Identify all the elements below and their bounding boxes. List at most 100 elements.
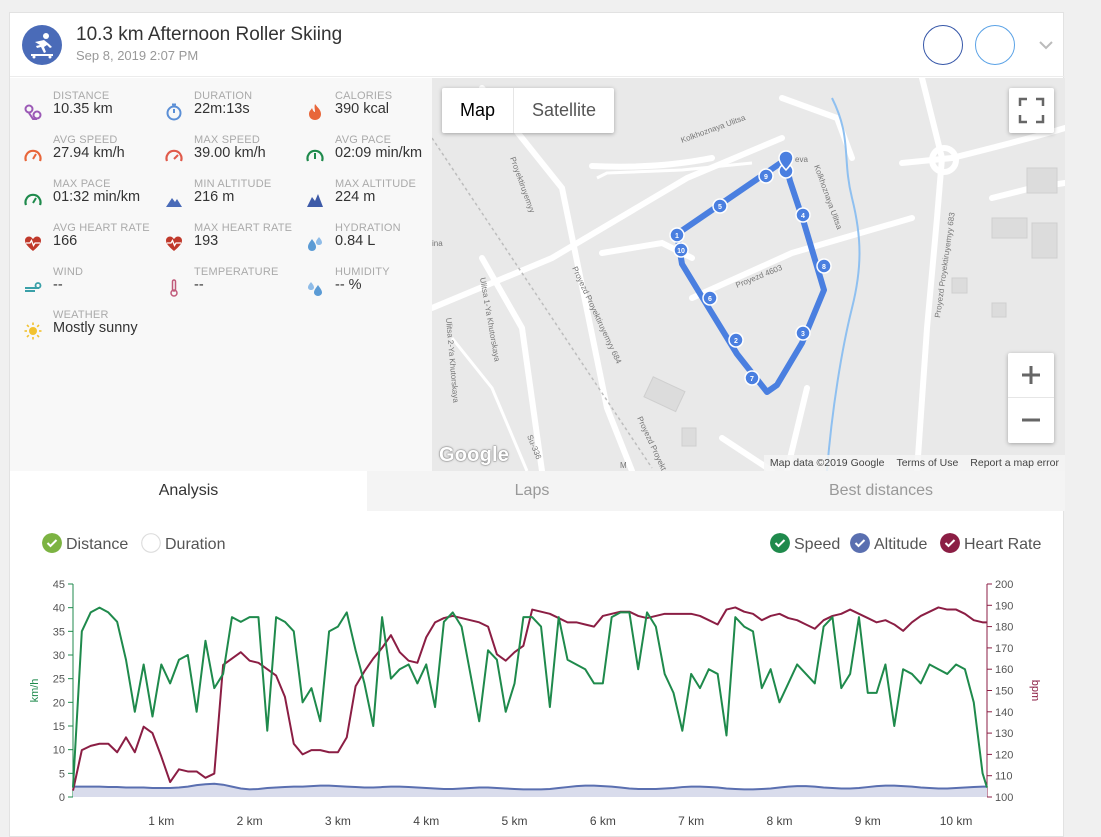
speedometer-icon — [306, 149, 324, 162]
analysis-tabs: Analysis Laps Best distances — [10, 471, 1065, 511]
toggle-heart-rate[interactable]: Heart Rate — [940, 533, 1041, 555]
map-data-attribution: Map data ©2019 Google — [769, 457, 885, 469]
route-marker — [728, 332, 744, 348]
chevron-down-icon[interactable] — [1036, 35, 1056, 55]
stat-max-speed: MAX SPEED 39.00 km/h — [165, 134, 305, 174]
stat-avg-speed: AVG SPEED 27.94 km/h — [24, 134, 164, 174]
x-tick-label: 5 km — [502, 814, 528, 828]
toggle-label: Heart Rate — [964, 536, 1042, 553]
x-tick-label: 4 km — [413, 814, 439, 828]
humidity-icon — [308, 282, 322, 296]
stat-value: 166 — [53, 233, 78, 249]
right-tick-label: 170 — [995, 643, 1013, 655]
stat-value: -- — [194, 277, 204, 293]
map-type-control: Map Satellite — [442, 88, 615, 133]
toggle-label: Distance — [66, 536, 129, 553]
finish-pin-icon — [778, 150, 794, 172]
left-tick-label: 30 — [53, 650, 65, 662]
left-tick-label: 15 — [53, 721, 65, 733]
route-marker-label: 9 — [764, 174, 768, 181]
left-tick-label: 40 — [53, 603, 65, 615]
route-marker — [702, 290, 718, 306]
tab-best-distances[interactable]: Best distances — [828, 482, 934, 499]
series-altitude-line — [73, 782, 987, 791]
mountain-icon — [166, 198, 182, 207]
route-marker-label: 5 — [718, 204, 722, 211]
right-tick-label: 120 — [995, 749, 1013, 761]
stat-humidity: HUMIDITY -- % — [306, 266, 446, 306]
report-error-link[interactable]: Report a map error — [970, 457, 1059, 469]
stat-label: DURATION — [194, 90, 253, 102]
activity-title: 10.3 km Afternoon Roller Skiing — [76, 24, 343, 45]
fullscreen-button[interactable] — [1009, 88, 1054, 133]
route-marker-label: 3 — [801, 331, 805, 338]
street-label: eva — [795, 155, 808, 164]
toggle-duration[interactable]: Duration — [141, 533, 225, 555]
check-circle-icon — [940, 533, 960, 553]
stat-label: MAX HEART RATE — [194, 222, 293, 234]
stat-label: TEMPERATURE — [194, 266, 279, 278]
zoom-in-button[interactable] — [1008, 353, 1054, 398]
stat-value: 39.00 km/h — [194, 145, 266, 161]
tab-laps[interactable]: Laps — [514, 482, 550, 499]
route-marker — [795, 325, 811, 341]
route-icon — [24, 104, 42, 120]
toggle-label: Duration — [165, 536, 226, 553]
x-tick-label: 9 km — [855, 814, 881, 828]
map-tab-map[interactable]: Map — [442, 88, 515, 133]
flame-icon — [309, 104, 321, 120]
series-heart-rate-line — [72, 606, 987, 791]
analysis-chart[interactable]: 0 5 10 15 20 25 30 35 40 45 100 110 120 130 140 150 160 1… — [20, 574, 1050, 836]
tab-analysis[interactable]: Analysis — [10, 471, 367, 511]
x-tick-label: 7 km — [678, 814, 704, 828]
stat-wind: WIND -- — [24, 266, 164, 306]
stat-calories: CALORIES 390 kcal — [306, 90, 446, 130]
stat-value: 0.84 L — [335, 233, 376, 249]
activity-card: 10.3 km Afternoon Roller Skiing Sep 8, 2… — [9, 12, 1065, 837]
stat-label: HUMIDITY — [335, 266, 390, 278]
right-tick-label: 160 — [995, 664, 1013, 676]
check-circle-icon — [770, 533, 790, 553]
stat-avg-heart-rate: AVG HEART RATE 166 — [24, 222, 164, 262]
x-tick-label: 1 km — [148, 814, 174, 828]
stat-value: 390 kcal — [335, 101, 390, 117]
stat-value: -- % — [335, 277, 362, 293]
stat-temperature: TEMPERATURE -- — [165, 266, 305, 306]
stopwatch-icon — [166, 103, 182, 121]
stat-value: 02:09 min/km — [335, 145, 423, 161]
route-marker-label: 8 — [822, 264, 826, 271]
route-marker — [795, 207, 811, 223]
route-map[interactable]: 1 2 3 4 5 6 7 8 9 10 Kolkhoznaya Ulitsa … — [432, 78, 1065, 471]
stat-avg-pace: AVG PACE 02:09 min/km — [306, 134, 446, 174]
stat-label: HYDRATION — [335, 222, 401, 234]
activity-date: Sep 8, 2019 2:07 PM — [76, 48, 199, 63]
toggle-label: Altitude — [874, 536, 928, 553]
street-label: M — [620, 461, 627, 470]
map-canvas[interactable]: 1 2 3 4 5 6 7 8 9 10 Kolkhoznaya Ulitsa … — [432, 78, 1065, 471]
route-marker — [816, 258, 832, 274]
stat-value: -- — [53, 277, 63, 293]
heart-rate-icon — [166, 236, 182, 251]
street-label: ina — [432, 239, 443, 248]
stat-value: 22m:13s — [194, 101, 250, 117]
left-tick-label: 20 — [53, 697, 65, 709]
zoom-control — [1008, 353, 1054, 443]
toggle-speed[interactable]: Speed — [770, 533, 840, 555]
stat-min-altitude: MIN ALTITUDE 216 m — [165, 178, 305, 218]
right-tick-label: 130 — [995, 728, 1013, 740]
zoom-out-button[interactable] — [1008, 398, 1054, 443]
toggle-distance[interactable]: Distance — [42, 533, 128, 555]
avatar[interactable] — [923, 25, 963, 65]
map-footer: Map data ©2019 Google Terms of Use Repor… — [763, 455, 1065, 471]
terms-link[interactable]: Terms of Use — [896, 457, 959, 469]
map-tab-satellite[interactable]: Satellite — [532, 100, 597, 120]
avatar[interactable] — [975, 25, 1015, 65]
route-marker — [712, 198, 728, 214]
left-tick-label: 45 — [53, 579, 65, 591]
x-tick-label: 6 km — [590, 814, 616, 828]
right-tick-label: 150 — [995, 686, 1013, 698]
toggle-altitude[interactable]: Altitude — [850, 533, 927, 555]
right-axis-title: bpm — [1029, 680, 1041, 701]
left-tick-label: 5 — [59, 768, 65, 780]
right-tick-label: 200 — [995, 579, 1013, 591]
